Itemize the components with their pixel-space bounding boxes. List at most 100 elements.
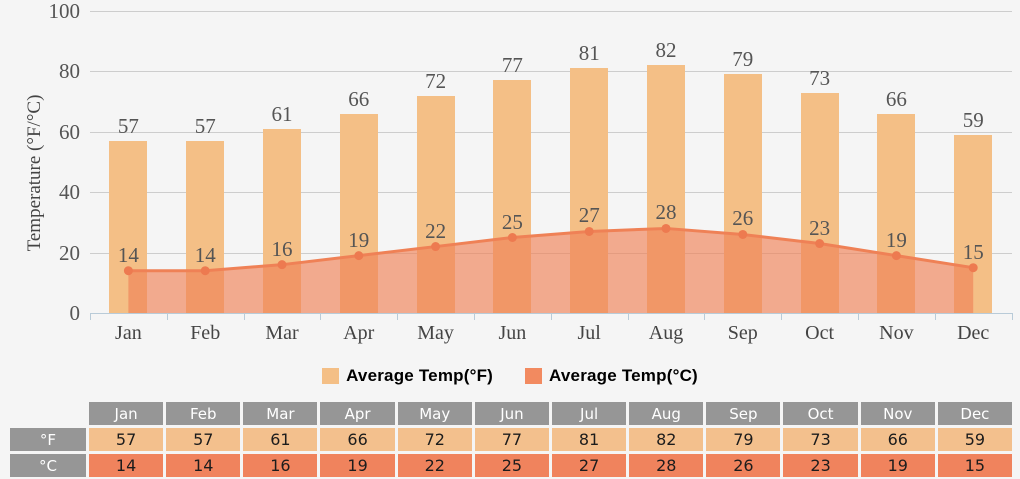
table-value-cell: 25: [474, 454, 549, 477]
x-axis-tick: [1011, 313, 1013, 320]
table-month-header: Nov: [860, 402, 935, 425]
table-value-cell: 73: [783, 428, 858, 451]
celsius-value-label: 28: [655, 200, 677, 225]
x-axis-label-jan: Jan: [115, 322, 142, 344]
table-value-cell: 19: [320, 454, 395, 477]
x-axis-tick: [166, 313, 168, 320]
table-value-cell: 77: [474, 428, 549, 451]
legend-label: Average Temp(°F): [346, 366, 494, 385]
legend-item: Average Temp(°F): [322, 366, 493, 386]
x-axis-label-feb: Feb: [190, 322, 221, 344]
table-value-cell: 79: [706, 428, 781, 451]
x-axis-tick: [781, 313, 783, 320]
celsius-value-label: 14: [117, 242, 139, 267]
table-value-cell: 72: [397, 428, 472, 451]
table-value-cell: 22: [397, 454, 472, 477]
table-value-cell: 14: [89, 454, 164, 477]
table-month-header: Apr: [320, 402, 395, 425]
bar-value-label: 79: [732, 47, 754, 72]
table-month-header: Jun: [474, 402, 549, 425]
table-row-label: °C: [10, 454, 86, 477]
x-axis-tick: [90, 313, 91, 320]
celsius-value-label: 19: [885, 227, 907, 252]
bar-value-label: 73: [809, 65, 831, 90]
y-tick-label: 40: [59, 180, 80, 205]
data-point-marker: [507, 233, 517, 242]
table-value-cell: 19: [860, 454, 935, 477]
legend-swatch: [322, 368, 340, 384]
table-value-cell: 28: [629, 454, 704, 477]
x-axis-tick: [627, 313, 629, 320]
data-point-marker: [738, 229, 748, 239]
table-value-cell: 23: [783, 454, 858, 477]
table-month-header: Feb: [166, 402, 241, 425]
x-axis-label-mar: Mar: [265, 322, 299, 344]
x-axis-tick: [320, 313, 322, 320]
bar-value-label: 57: [117, 113, 139, 138]
table-month-header: Oct: [783, 402, 858, 425]
data-point-marker: [968, 263, 978, 273]
bar-value-label: 72: [425, 68, 447, 93]
celsius-value-label: 22: [425, 218, 447, 243]
table-month-header: May: [397, 402, 472, 425]
bar-value-label: 82: [655, 38, 677, 63]
x-axis-label-sep: Sep: [727, 322, 758, 344]
x-axis-label-jul: Jul: [577, 322, 601, 344]
data-point-marker: [354, 251, 364, 261]
x-axis-label-jun: Jun: [498, 322, 527, 344]
bar-value-label: 57: [194, 113, 216, 138]
celsius-value-label: 26: [732, 206, 754, 231]
bar-value-label: 61: [271, 101, 293, 126]
data-point-marker: [815, 239, 825, 249]
temperature-table: Jan Feb Mar Apr May Jun Jul Aug Sep Oct Nov Dec °F 57…: [10, 402, 1012, 477]
x-axis-label-oct: Oct: [805, 322, 835, 344]
table-month-header: Jul: [551, 402, 627, 425]
gridline: [90, 11, 1012, 12]
y-tick-label: 20: [59, 240, 80, 265]
x-axis-tick: [397, 313, 399, 320]
table-value-cell: 66: [320, 428, 395, 451]
table-month-header: Jan: [89, 402, 164, 425]
table-value-cell: 57: [89, 428, 164, 451]
celsius-area-series: [123, 223, 978, 313]
legend-label: Average Temp(°C): [549, 366, 698, 385]
celsius-value-label: 23: [809, 215, 831, 240]
table-month-header: Aug: [629, 402, 704, 425]
table-value-cell: 66: [860, 428, 935, 451]
legend-item: Average Temp(°C): [525, 366, 698, 386]
bar-value-label: 77: [501, 53, 523, 78]
data-point-marker: [277, 260, 287, 270]
table-value-cell: 57: [166, 428, 241, 451]
x-axis-tick: [550, 313, 552, 320]
x-axis-label-dec: Dec: [957, 322, 990, 344]
area-line: [128, 226, 974, 273]
area-fill: [128, 228, 974, 313]
x-axis-label-nov: Nov: [879, 322, 914, 344]
table-value-cell: 82: [629, 428, 704, 451]
x-axis-tick: [704, 313, 706, 320]
table-value-cell: 81: [551, 428, 627, 451]
temperature-chart: Temperature (°F/°C) 0 20 40 60 80 100 57 57 61 66…: [24, 0, 1013, 344]
bar-value-label: 81: [578, 41, 600, 66]
legend-swatch: [525, 368, 543, 384]
table-value-cell: 14: [166, 454, 241, 477]
y-tick-label: 60: [59, 119, 80, 144]
celsius-value-label: 14: [194, 242, 216, 267]
table-month-header: Sep: [706, 402, 781, 425]
y-tick-label: 100: [48, 0, 81, 23]
celsius-value-label: 25: [501, 209, 523, 234]
data-point-marker: [431, 242, 441, 252]
table-value-cell: 59: [937, 428, 1012, 451]
x-axis-label-apr: Apr: [343, 322, 375, 344]
celsius-value-label: 27: [578, 203, 600, 228]
table-month-header: Dec: [937, 402, 1012, 425]
gridline: [90, 192, 1012, 194]
table-value-cell: 15: [937, 454, 1012, 477]
celsius-value-label: 15: [962, 239, 984, 264]
data-point-marker: [123, 266, 133, 276]
table-value-cell: 26: [706, 454, 781, 477]
celsius-value-label: 19: [348, 227, 370, 252]
x-axis-tick: [858, 313, 859, 320]
data-point-marker: [661, 223, 671, 233]
